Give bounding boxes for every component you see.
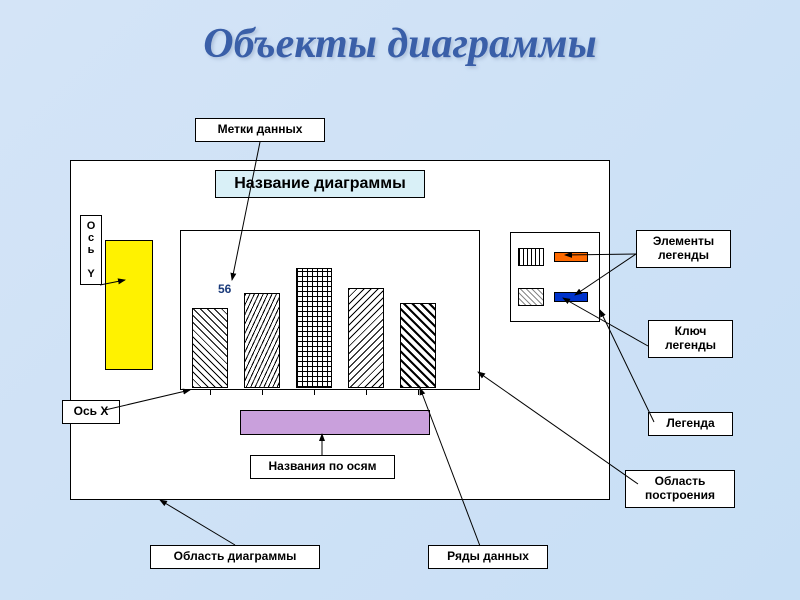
- chart-bar: [296, 268, 332, 388]
- page-title: Объекты диаграммы: [203, 20, 596, 68]
- chart-bar: [400, 303, 436, 388]
- legend-swatch: [518, 288, 544, 306]
- label-x-axis: Ось X: [62, 400, 120, 424]
- label-data-marks: Метки данных: [195, 118, 325, 142]
- y-axis-label-box: Ось Y: [80, 215, 102, 285]
- label-legend-elements: Элементы легенды: [636, 230, 731, 268]
- legend-color-key: [554, 292, 588, 302]
- chart-bar: [244, 293, 280, 388]
- label-legend-key: Ключ легенды: [648, 320, 733, 358]
- legend-color-key: [554, 252, 588, 262]
- label-data-series: Ряды данных: [428, 545, 548, 569]
- label-chart-area: Область диаграммы: [150, 545, 320, 569]
- chart-bar: [192, 308, 228, 388]
- label-plot-area: Область построения: [625, 470, 735, 508]
- y-axis-bar: [105, 240, 153, 370]
- label-axis-titles: Названия по осям: [250, 455, 395, 479]
- data-label: 56: [218, 282, 231, 296]
- legend-box: [510, 232, 600, 322]
- x-axis-title-rect: [240, 410, 430, 435]
- chart-title: Название диаграммы: [215, 170, 425, 198]
- chart-bar: [348, 288, 384, 388]
- legend-swatch: [518, 248, 544, 266]
- label-legend: Легенда: [648, 412, 733, 436]
